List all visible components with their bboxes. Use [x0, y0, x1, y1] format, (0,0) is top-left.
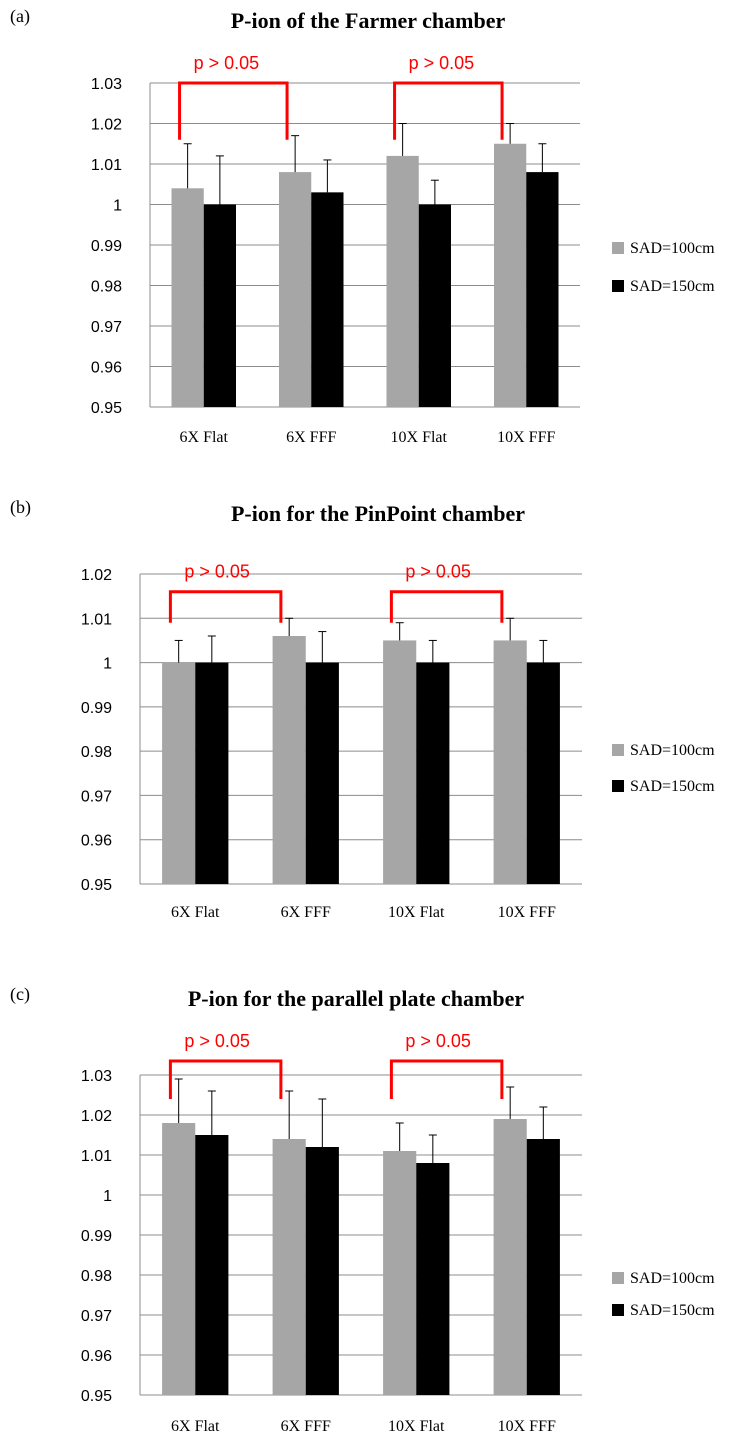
significance-bracket: [178, 81, 289, 140]
bar-sad100-1: [272, 636, 306, 884]
y-tick-label: 1.03: [81, 1068, 112, 1085]
y-tick-label: 0.96: [81, 1348, 112, 1365]
panel-label: (b): [10, 497, 31, 518]
y-tick-label: 0.99: [81, 1228, 112, 1245]
legend-label: SAD=150cm: [630, 778, 715, 795]
bar-sad100-2: [383, 640, 417, 884]
y-tick-label: 1.02: [81, 1108, 112, 1125]
y-tick-label: 0.99: [91, 238, 122, 255]
y-tick-label: 0.98: [91, 279, 122, 296]
y-tick-label: 0.98: [81, 1268, 112, 1285]
bar-sad150-2: [416, 1163, 450, 1395]
y-tick-label: 0.95: [81, 1388, 112, 1405]
y-tick-label: 1.01: [81, 1148, 112, 1165]
x-tick-label: 10X FFF: [498, 1418, 556, 1435]
significance-label: p > 0.05: [405, 1031, 471, 1051]
legend-swatch: [612, 744, 624, 756]
significance-label: p > 0.05: [184, 562, 250, 582]
chart-panel-a: (a) P-ion of the Farmer chamber 0.95 0.96 0.…: [10, 6, 715, 446]
x-tick-label: 6X Flat: [171, 904, 220, 921]
bar-sad100-3: [493, 640, 527, 884]
x-tick-label: 6X FFF: [281, 1418, 331, 1435]
bar-sad100-3: [494, 143, 527, 407]
legend-swatch: [612, 780, 624, 792]
bar-sad100-2: [386, 155, 419, 407]
significance-label: p > 0.05: [409, 53, 475, 73]
chart-panel-c: (c) P-ion for the parallel plate chamber 0…: [10, 984, 715, 1435]
chart-title: P-ion of the Farmer chamber: [231, 8, 506, 33]
x-tick-label: 10X FFF: [497, 429, 555, 446]
significance-label: p > 0.05: [194, 53, 260, 73]
x-tick-label: 6X FFF: [286, 429, 336, 446]
legend-label: SAD=100cm: [630, 240, 715, 257]
significance-bracket: [389, 1059, 504, 1099]
y-tick-label: 0.96: [91, 360, 122, 377]
y-tick-label: 0.95: [91, 400, 122, 417]
legend-swatch: [612, 1272, 624, 1284]
y-tick-label: 0.97: [91, 319, 122, 336]
x-tick-label: 10X Flat: [388, 1418, 445, 1435]
bar-sad150-3: [526, 662, 560, 884]
x-tick-label: 6X Flat: [171, 1418, 220, 1435]
x-tick-label: 10X Flat: [388, 904, 445, 921]
panel-label: (c): [10, 984, 30, 1005]
bar-sad150-0: [195, 1135, 229, 1395]
y-tick-label: 0.95: [81, 877, 112, 894]
bar-sad100-3: [493, 1119, 527, 1395]
bar-sad150-1: [311, 192, 344, 407]
y-tick-label: 0.97: [81, 788, 112, 805]
legend-label: SAD=100cm: [630, 742, 715, 759]
y-tick-label: 1: [103, 656, 112, 673]
x-tick-label: 6X Flat: [180, 429, 229, 446]
bar-sad150-3: [526, 172, 559, 407]
bar-sad150-1: [305, 1147, 339, 1395]
x-tick-label: 10X Flat: [391, 429, 448, 446]
bar-sad100-1: [279, 172, 312, 407]
y-tick-label: 0.97: [81, 1308, 112, 1325]
y-tick-label: 1.02: [91, 117, 122, 134]
panel-label: (a): [10, 6, 30, 27]
legend-label: SAD=150cm: [630, 278, 715, 295]
significance-label: p > 0.05: [405, 562, 471, 582]
x-tick-label: 6X FFF: [281, 904, 331, 921]
chart-panel-b: (b) P-ion for the PinPoint chamber 0.95 0.9…: [10, 497, 715, 921]
y-tick-label: 0.96: [81, 833, 112, 850]
y-tick-label: 1: [103, 1188, 112, 1205]
y-tick-label: 1.02: [81, 567, 112, 584]
chart-title: P-ion for the parallel plate chamber: [188, 986, 524, 1011]
y-tick-label: 1: [113, 198, 122, 215]
y-tick-label: 1.01: [81, 611, 112, 628]
y-tick-label: 0.99: [81, 700, 112, 717]
significance-bracket: [168, 590, 283, 623]
legend-swatch: [612, 242, 624, 254]
bar-sad100-2: [383, 1151, 417, 1395]
legend-label: SAD=150cm: [630, 1302, 715, 1319]
bar-sad150-0: [203, 204, 236, 407]
legend-swatch: [612, 280, 624, 292]
y-tick-label: 1.03: [91, 76, 122, 93]
significance-bracket: [168, 1059, 283, 1099]
bar-sad100-0: [162, 662, 196, 884]
bar-sad100-1: [272, 1139, 306, 1395]
legend-swatch: [612, 1304, 624, 1316]
bar-sad150-0: [195, 662, 229, 884]
legend-label: SAD=100cm: [630, 1270, 715, 1287]
bar-sad150-2: [418, 204, 451, 407]
significance-bracket: [389, 590, 504, 623]
chart-title: P-ion for the PinPoint chamber: [231, 501, 525, 526]
bar-sad100-0: [171, 188, 204, 407]
bar-sad150-3: [526, 1139, 560, 1395]
bar-sad100-0: [162, 1123, 196, 1395]
y-tick-label: 0.98: [81, 744, 112, 761]
significance-bracket: [393, 81, 504, 140]
bar-sad150-1: [305, 662, 339, 884]
y-tick-label: 1.01: [91, 157, 122, 174]
bar-sad150-2: [416, 662, 450, 884]
x-tick-label: 10X FFF: [498, 904, 556, 921]
significance-label: p > 0.05: [184, 1031, 250, 1051]
